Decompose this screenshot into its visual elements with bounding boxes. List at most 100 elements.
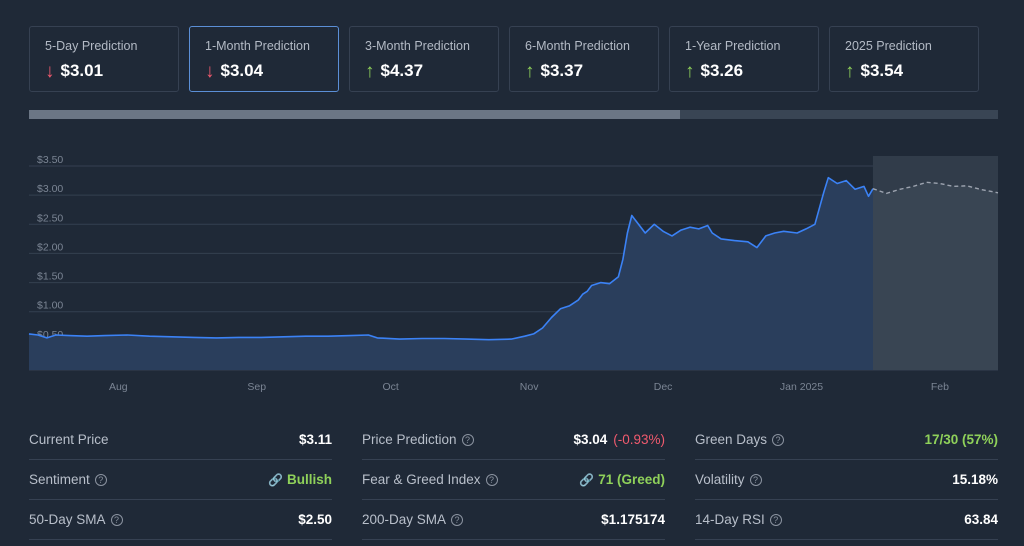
link-icon: 🔗 — [579, 472, 595, 487]
card-value: $3.04 — [220, 61, 264, 80]
x-tick-label: Sep — [247, 381, 266, 393]
card-value: $4.37 — [380, 61, 424, 80]
stat-cell: 14-Day RSI? 63.84 — [695, 500, 998, 540]
help-icon[interactable]: ? — [461, 433, 474, 446]
stat-label: Price Prediction? — [362, 432, 474, 447]
y-tick-label: $3.00 — [37, 183, 63, 195]
forecast-area — [873, 182, 998, 370]
help-icon[interactable]: ? — [772, 433, 785, 446]
stat-label-text: Sentiment — [29, 472, 90, 487]
price-line — [28, 176, 874, 341]
stat-cell: Price Prediction? $3.04 (-0.93%) — [362, 420, 665, 460]
stat-label-text: Fear & Greed Index — [362, 472, 481, 487]
stat-value-text: 71 (Greed) — [598, 472, 665, 487]
stat-value: 15.18% — [952, 472, 998, 487]
stat-label: Current Price — [29, 432, 109, 447]
y-tick-label: $2.50 — [37, 212, 63, 224]
stat-value: $1.175174 — [601, 512, 665, 527]
x-tick-label: Nov — [520, 381, 539, 393]
price-change: (-0.93%) — [613, 432, 665, 447]
stats-table: Current Price $3.11 Price Prediction? $3.04… — [29, 420, 998, 540]
y-tick-label: $3.50 — [37, 154, 63, 166]
card-label: 1-Year Prediction — [685, 39, 781, 53]
stat-value: 17/30 (57%) — [924, 432, 998, 447]
card-label: 6-Month Prediction — [525, 39, 630, 53]
stat-label: Sentiment? — [29, 472, 107, 487]
stat-label: 14-Day RSI? — [695, 512, 782, 527]
x-tick-label: Dec — [654, 381, 673, 393]
arrow-down-icon: ↓ — [205, 60, 215, 82]
arrow-up-icon: ↑ — [845, 60, 855, 82]
x-tick-label: Oct — [383, 381, 399, 393]
stat-cell: Fear & Greed Index? 🔗 71 (Greed) — [362, 460, 665, 500]
prediction-card-5-day[interactable]: 5-Day Prediction ↓ $3.01 — [29, 26, 179, 92]
price-chart: $3.50$3.00$2.50$2.00$1.50$1.00$0.50$0.00… — [28, 154, 999, 393]
x-tick-label: Jan 2025 — [780, 381, 823, 393]
stat-value[interactable]: 🔗 Bullish — [268, 472, 332, 487]
help-icon[interactable]: ? — [749, 473, 762, 486]
scrollbar-thumb[interactable] — [29, 110, 681, 119]
prediction-card-2025[interactable]: 2025 Prediction ↑ $3.54 — [829, 26, 979, 92]
stat-label-text: Current Price — [29, 432, 109, 447]
prediction-card-1-month[interactable]: 1-Month Prediction ↓ $3.04 — [189, 26, 339, 92]
prediction-card-1-year[interactable]: 1-Year Prediction ↑ $3.26 — [669, 26, 819, 92]
help-icon[interactable]: ? — [110, 513, 123, 526]
stat-label-text: Volatility — [695, 472, 745, 487]
stat-cell: Volatility? 15.18% — [695, 460, 998, 500]
y-tick-label: $1.00 — [37, 300, 63, 312]
card-value: $3.26 — [700, 61, 744, 80]
stat-value-text: 17/30 (57%) — [924, 432, 998, 447]
stat-value-text: $3.04 — [573, 432, 608, 447]
card-label: 5-Day Prediction — [45, 39, 138, 53]
card-label: 2025 Prediction — [845, 39, 932, 53]
y-tick-label: $2.00 — [37, 241, 63, 253]
price-area — [29, 177, 873, 370]
card-value: $3.54 — [860, 61, 904, 80]
arrow-up-icon: ↑ — [525, 60, 535, 82]
arrow-down-icon: ↓ — [45, 60, 55, 82]
stat-label: Volatility? — [695, 472, 762, 487]
stat-label: 200-Day SMA? — [362, 512, 464, 527]
help-icon[interactable]: ? — [769, 513, 782, 526]
stat-value: $3.11 — [299, 432, 332, 447]
stat-cell: Green Days? 17/30 (57%) — [695, 420, 998, 460]
y-axis-labels: $3.50$3.00$2.50$2.00$1.50$1.00$0.50$0.00 — [37, 154, 63, 370]
card-label: 3-Month Prediction — [365, 39, 470, 53]
help-icon[interactable]: ? — [94, 473, 107, 486]
card-label: 1-Month Prediction — [205, 39, 310, 53]
chart-plot — [28, 156, 999, 370]
stat-value-text: $2.50 — [298, 512, 332, 527]
prediction-cards: 5-Day Prediction ↓ $3.01 1-Month Predicti… — [29, 26, 979, 92]
stat-value-text: Bullish — [286, 472, 332, 487]
stat-value-text: 15.18% — [952, 472, 998, 487]
stat-row: Current Price $3.11 Price Prediction? $3.04… — [29, 420, 998, 460]
help-icon[interactable]: ? — [451, 513, 464, 526]
stat-value-text: $1.175174 — [601, 512, 665, 527]
stat-label: Green Days? — [695, 432, 785, 447]
stat-cell: Current Price $3.11 — [29, 420, 332, 460]
card-value: $3.37 — [540, 61, 584, 80]
stat-row: Sentiment? 🔗 Bullish Fear & Greed Index? 🔗 71… — [29, 460, 998, 500]
stat-label-text: Green Days — [695, 432, 768, 447]
stat-label-text: 14-Day RSI — [695, 512, 765, 527]
stat-value: $2.50 — [298, 512, 332, 527]
stat-cell: 50-Day SMA? $2.50 — [29, 500, 332, 540]
stat-label-text: Price Prediction — [362, 432, 457, 447]
stat-label-text: 200-Day SMA — [362, 512, 447, 527]
stat-value[interactable]: 🔗 71 (Greed) — [579, 472, 665, 487]
stat-label: Fear & Greed Index? — [362, 472, 498, 487]
stat-value-text: 63.84 — [964, 512, 998, 527]
x-axis-labels: Aug Sep Oct Nov Dec Jan 2025 Feb — [109, 381, 949, 393]
stat-row: 50-Day SMA? $2.50 200-Day SMA? $1.175174 14-… — [29, 500, 998, 540]
link-icon: 🔗 — [268, 472, 283, 487]
y-tick-label: $1.50 — [37, 271, 63, 283]
prediction-card-6-month[interactable]: 6-Month Prediction ↑ $3.37 — [509, 26, 659, 92]
stat-cell: Sentiment? 🔗 Bullish — [29, 460, 332, 500]
help-icon[interactable]: ? — [485, 473, 498, 486]
chart-scrollbar[interactable] — [29, 110, 998, 119]
prediction-card-3-month[interactable]: 3-Month Prediction ↑ $4.37 — [349, 26, 499, 92]
arrow-up-icon: ↑ — [365, 60, 375, 82]
stat-label-text: 50-Day SMA — [29, 512, 106, 527]
forecast-line — [872, 181, 999, 195]
x-tick-label: Feb — [931, 381, 949, 393]
